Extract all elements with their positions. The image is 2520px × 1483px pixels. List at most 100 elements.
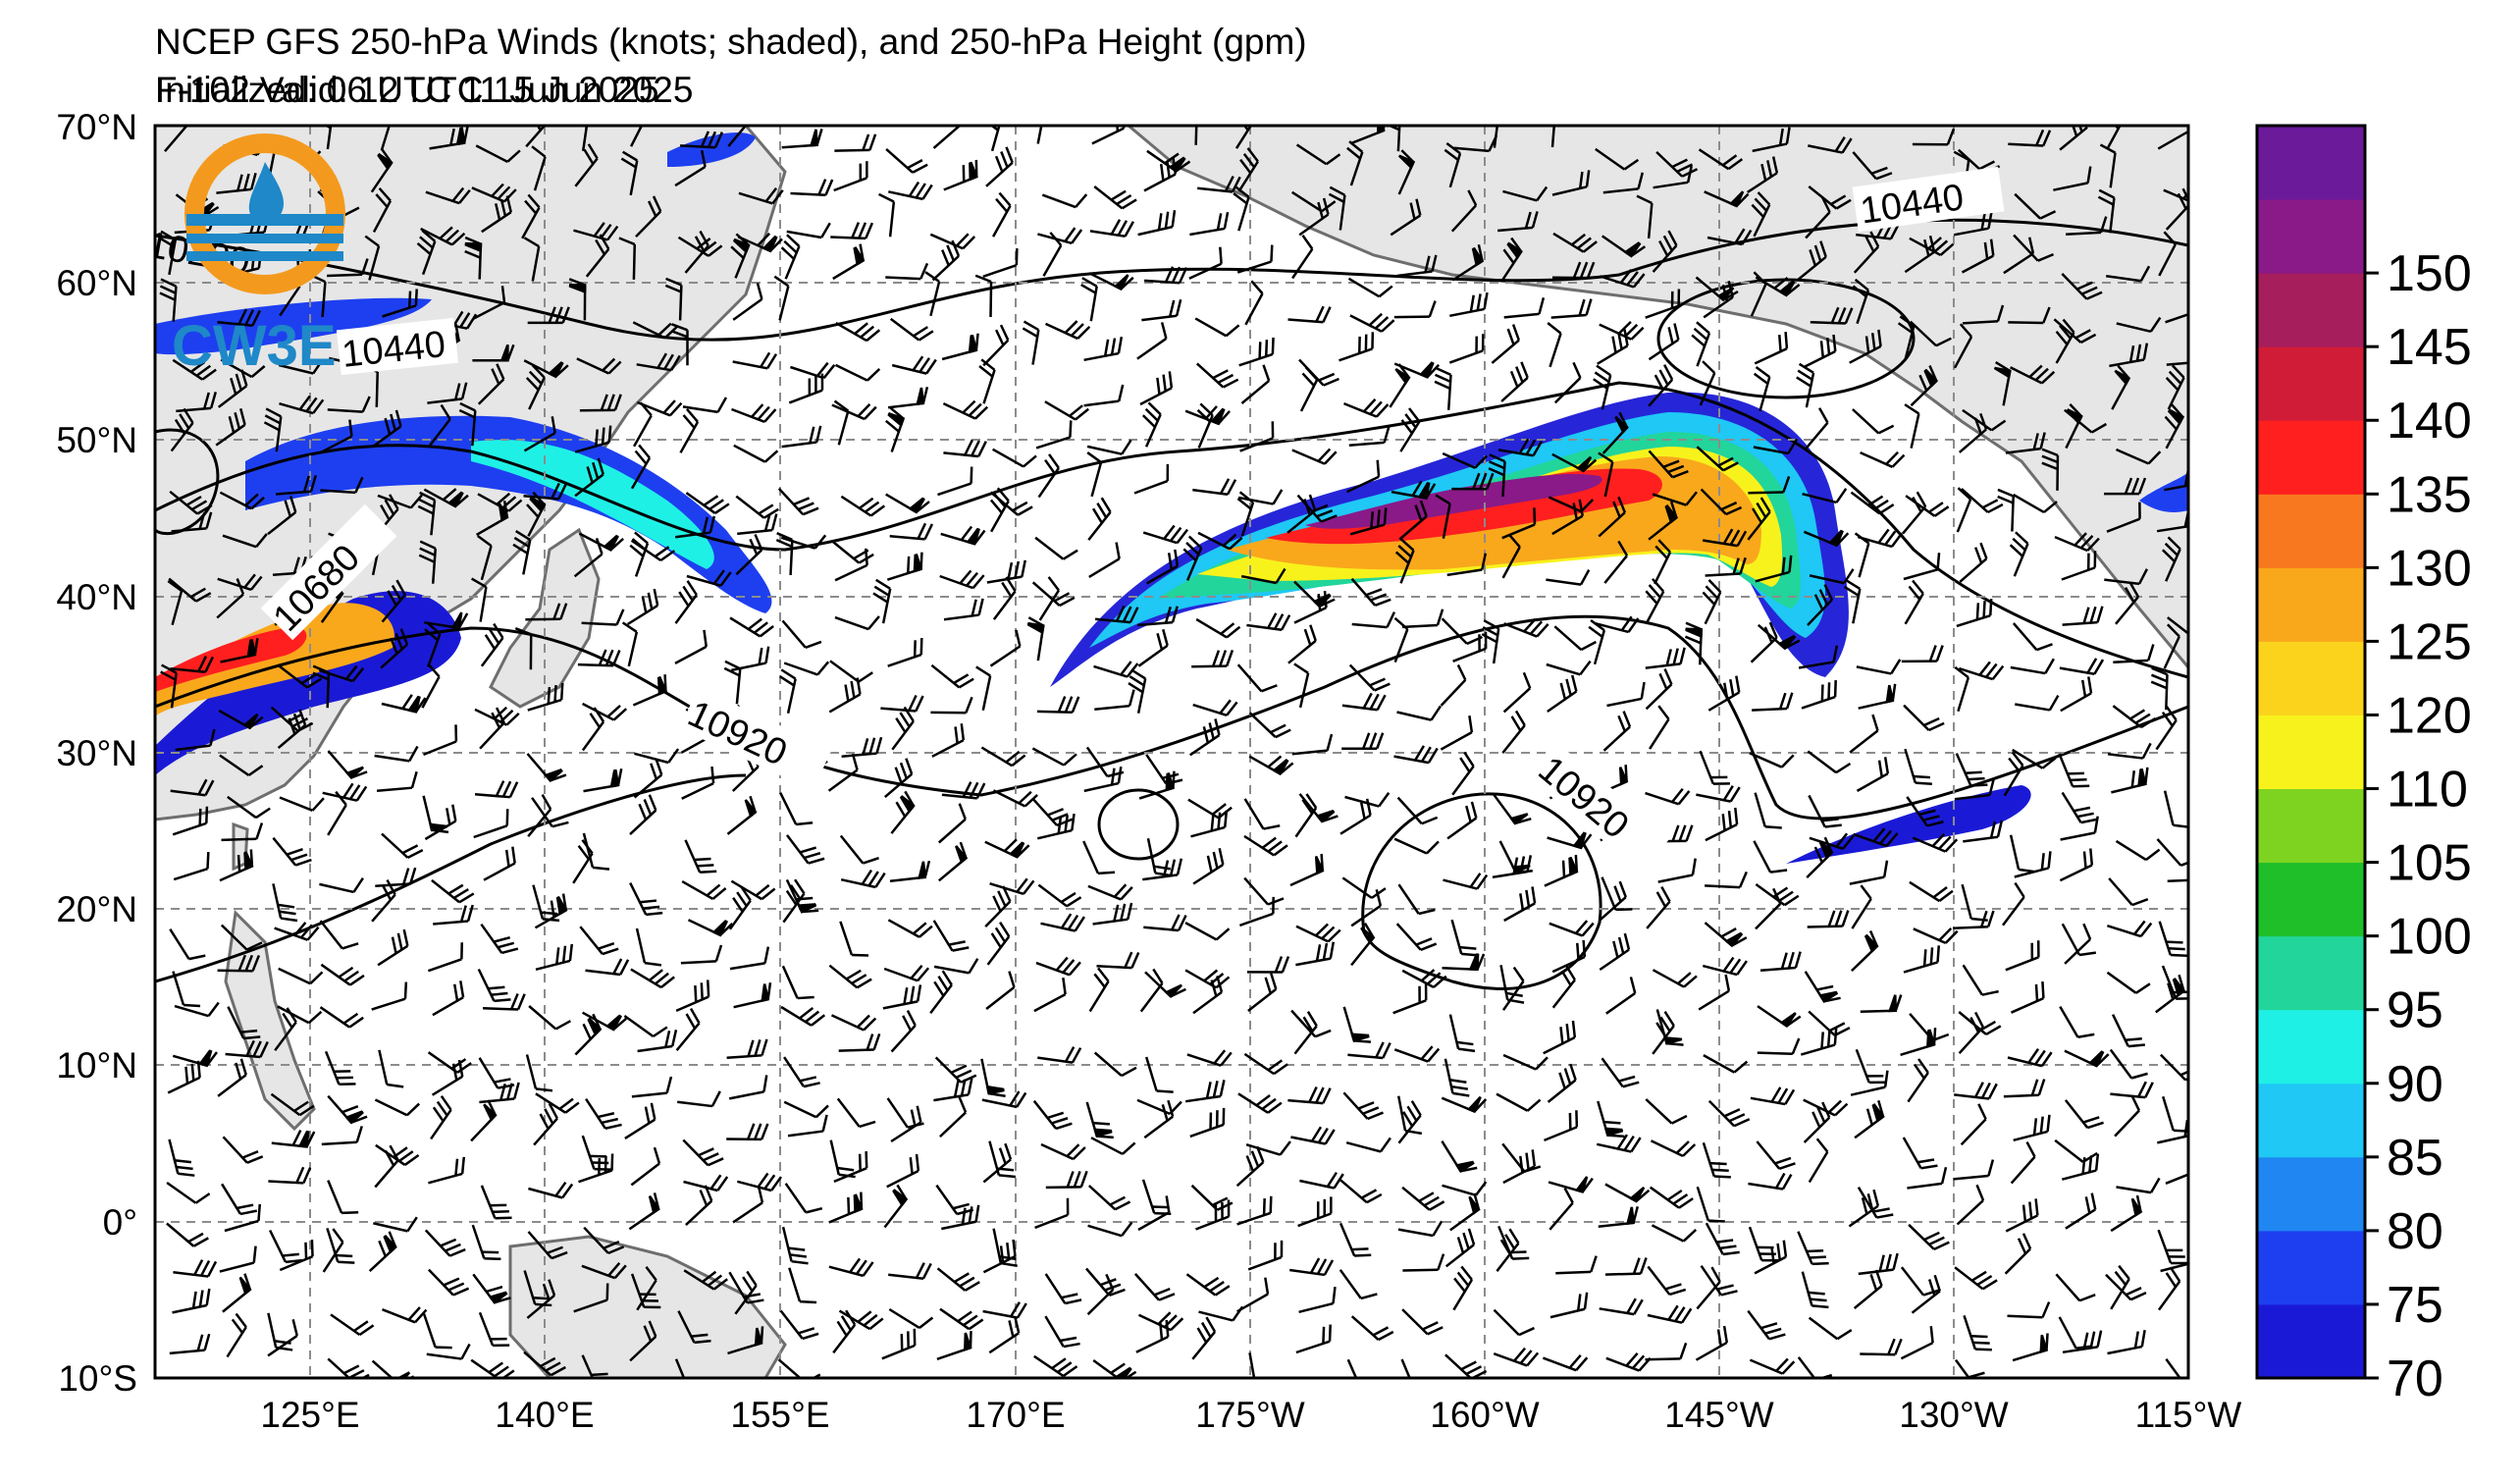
wind-barb [526, 753, 567, 783]
wind-barb [1190, 1184, 1234, 1211]
wind-barb [1133, 1273, 1176, 1301]
wind-barb [1094, 689, 1135, 711]
wind-barb [170, 656, 214, 673]
wind-barb [1753, 366, 1771, 412]
wind-barb [1958, 412, 1988, 453]
wind-barb [470, 577, 488, 622]
wind-barb [480, 622, 504, 667]
wind-barb [939, 1096, 968, 1139]
wind-barb [1194, 126, 1198, 145]
wind-barb [578, 1153, 614, 1184]
wind-barb [1031, 581, 1076, 608]
wind-barb [1188, 718, 1221, 757]
wind-barb [429, 126, 469, 150]
wind-barb [479, 707, 505, 750]
wind-barb [1649, 1186, 1694, 1209]
wind-barb [1086, 1273, 1115, 1316]
wind-barb [1849, 860, 1889, 885]
wind-barb [1244, 280, 1264, 326]
wind-barb [2061, 923, 2097, 957]
wind-barb [1800, 1028, 1838, 1056]
wind-barb [160, 663, 178, 709]
wind-barb [1347, 1041, 1391, 1060]
wind-barb [681, 880, 727, 901]
wind-barb [890, 1010, 917, 1053]
wind-barb [682, 397, 728, 414]
wind-barb [1093, 185, 1137, 210]
wind-barb [2008, 306, 2051, 325]
wind-barb [480, 923, 519, 955]
wind-barb [1298, 793, 1339, 823]
wind-barb [1141, 401, 1162, 448]
wind-barb [890, 790, 916, 834]
wind-barb [1246, 612, 1291, 632]
colorbar-label: 105 [2387, 835, 2472, 892]
wind-barb [1757, 1037, 1801, 1056]
wind-barb [1036, 696, 1080, 714]
wind-barb [982, 324, 1010, 367]
wind-barb [1293, 662, 1310, 709]
wind-barb [1551, 261, 1596, 280]
wind-barb [992, 576, 1017, 620]
wind-barb [1243, 1052, 1288, 1076]
wind-barb [215, 407, 246, 447]
wind-barb [374, 1098, 421, 1117]
wind-barb [1807, 910, 1850, 928]
wind-barb [1747, 156, 1779, 193]
wind-barb [1086, 451, 1103, 498]
wind-barb [573, 1283, 609, 1313]
wind-barb [936, 1267, 980, 1292]
wind-barb [219, 491, 265, 510]
wind-barb [1247, 1240, 1284, 1271]
colorbar-swatch [2257, 862, 2365, 937]
wind-barb [581, 1354, 608, 1378]
wind-barb [1452, 1265, 1474, 1311]
wind-barb [1188, 246, 1223, 280]
wind-barb [172, 806, 209, 836]
wind-barb [534, 893, 568, 929]
wind-barb [779, 1309, 819, 1341]
wind-barb [1759, 951, 1802, 973]
wind-barb [841, 736, 883, 758]
wind-barb [1601, 235, 1647, 258]
wind-barb [685, 492, 730, 514]
lon-label: 160°W [1430, 1395, 1540, 1435]
wind-barb [579, 394, 622, 412]
wind-barb [370, 148, 394, 193]
wind-barb [418, 540, 438, 584]
wind-barb [777, 487, 819, 516]
wind-barb [1299, 366, 1319, 412]
wind-barb [2003, 1079, 2046, 1098]
wind-barb [169, 490, 213, 515]
wind-barb [1441, 1140, 1478, 1173]
wind-barb [535, 1092, 580, 1114]
wind-barb [1803, 529, 1850, 548]
wind-barb [1753, 840, 1788, 874]
wind-barb [582, 832, 610, 871]
wind-barb [1083, 384, 1125, 407]
wind-barb [576, 357, 622, 375]
wind-barb [373, 1216, 418, 1233]
wind-barb [479, 1082, 520, 1104]
wind-barb [686, 569, 732, 587]
wind-barb [730, 233, 751, 279]
wind-barb [1997, 488, 2015, 532]
wind-barb [581, 707, 605, 752]
wind-barb [1806, 836, 1834, 878]
wind-barb [1401, 609, 1444, 629]
wind-barb [1398, 500, 1428, 541]
wind-barb [882, 984, 922, 1010]
wind-barb [1236, 1195, 1273, 1226]
wind-barb [674, 629, 708, 665]
wind-barb [1451, 751, 1475, 796]
wind-barb [974, 274, 993, 318]
wind-barb [523, 482, 567, 501]
wind-barb [220, 924, 263, 951]
wind-barb [1502, 1149, 1537, 1185]
wind-barb [1909, 880, 1954, 903]
wind-barb [1854, 532, 1870, 578]
wind-barb [1248, 712, 1291, 739]
wind-barb [227, 795, 271, 820]
wind-barb [1144, 266, 1188, 285]
wind-barb [514, 626, 533, 670]
